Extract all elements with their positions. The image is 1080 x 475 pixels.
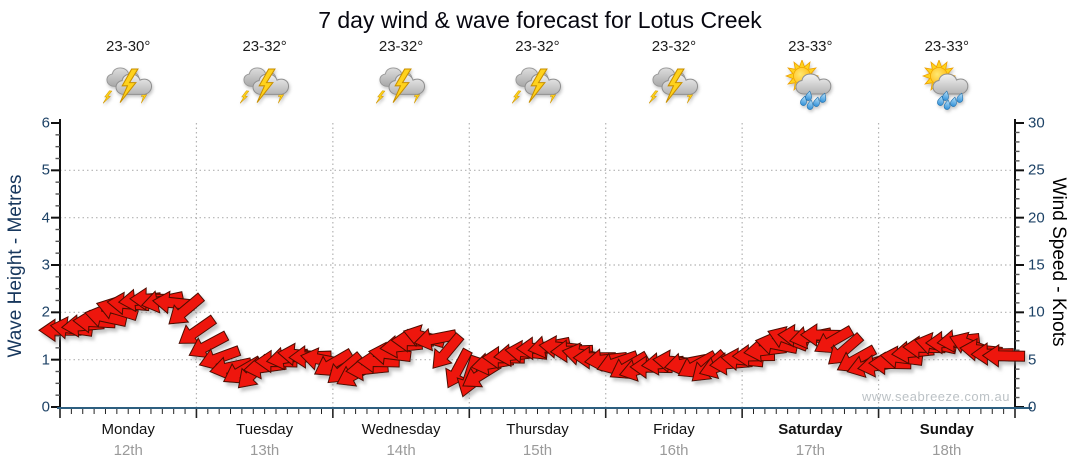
temperature-range-label: 23-32° [378, 38, 424, 55]
x-axis-date-label: 12th [113, 442, 143, 459]
wind-arrow [814, 325, 855, 354]
day-header-monday: 23-30° [60, 38, 196, 115]
x-axis-date-label: 13th [250, 442, 280, 459]
wind-arrow-series [38, 287, 1026, 398]
wind-arrow [413, 327, 458, 352]
sun-showers-icon [785, 58, 832, 110]
x-axis-date-label: 18th [932, 442, 962, 459]
raindrop [949, 96, 957, 107]
storm-icon [239, 67, 289, 104]
wind-arrow [981, 343, 1026, 368]
wind-arrow [445, 347, 473, 389]
left-tick-label: 3 [41, 256, 50, 274]
weather-icon-holder [921, 58, 972, 115]
day-header-wednesday: 23-32° [333, 38, 469, 115]
raindrop [807, 99, 814, 110]
storm-icon [648, 67, 698, 104]
temperature-range-label: 23-33° [788, 38, 833, 55]
chart-title: 7 day wind & wave forecast for Lotus Cre… [318, 7, 762, 33]
x-axis-date-label: 14th [386, 442, 416, 459]
right-tick-label: 25 [1028, 161, 1045, 179]
weather-icon-holder [239, 60, 290, 115]
day-header-thursday: 23-32° [469, 38, 605, 115]
day-headers: 23-30° 23-32° 23-32° 23-32° [0, 0, 1080, 120]
right-tick-label: 10 [1028, 303, 1045, 321]
raindrop [943, 99, 951, 110]
x-axis-day-label: Friday [653, 421, 695, 438]
wind-arrow [188, 330, 230, 359]
raindrop [942, 90, 949, 101]
storm-icon [512, 67, 562, 104]
raindrop [956, 92, 963, 103]
x-axis-day-label: Sunday [919, 421, 974, 438]
day-header-sunday: 23-33° [879, 38, 1015, 115]
weather-icon-holder [102, 60, 153, 115]
x-axis-day-label: Wednesday [361, 421, 441, 438]
rain-cloud [795, 73, 832, 95]
x-axis-date-label: 17th [795, 442, 825, 459]
day-header-saturday: 23-33° [742, 38, 878, 115]
left-tick-label: 0 [41, 398, 50, 416]
day-header-friday: 23-32° [606, 38, 742, 115]
wind-arrow [168, 292, 206, 325]
left-tick-label: 6 [41, 114, 50, 132]
left-tick-label: 2 [41, 303, 50, 321]
right-tick-label: 0 [1028, 398, 1037, 416]
x-axis-date-label: 16th [659, 442, 689, 459]
right-tick-label: 15 [1028, 256, 1045, 274]
x-axis-date-label: 15th [522, 442, 553, 459]
right-tick-label: 5 [1028, 351, 1037, 369]
storm-icon [375, 67, 426, 104]
raindrop [819, 92, 827, 103]
left-tick-label: 5 [41, 161, 50, 179]
weather-icon-holder [648, 60, 699, 115]
x-axis-day-label: Monday [101, 421, 155, 438]
day-header-tuesday: 23-32° [196, 38, 332, 115]
temperature-range-label: 23-33° [924, 38, 969, 55]
x-axis-day-label: Thursday [506, 421, 569, 438]
storm-icon [102, 67, 153, 104]
rain-cloud [932, 73, 969, 95]
wind-arrow [178, 314, 218, 344]
temperature-range-label: 23-32° [242, 38, 287, 55]
wind-arrow [432, 332, 465, 369]
wind-arrow [799, 323, 844, 347]
raindrop [805, 90, 813, 101]
left-tick-label: 4 [41, 209, 50, 227]
weather-icon-holder [785, 58, 835, 115]
weather-icon-holder [375, 60, 426, 115]
temperature-range-label: 23-30° [106, 38, 151, 55]
right-tick-label: 20 [1028, 209, 1045, 227]
x-axis-day-label: Saturday [778, 421, 843, 438]
raindrop [813, 96, 821, 107]
sun-showers-icon [921, 58, 969, 110]
left-tick-label: 1 [41, 351, 50, 369]
weather-icon-holder [512, 60, 562, 115]
right-tick-label: 30 [1028, 114, 1045, 132]
x-axis-day-label: Tuesday [236, 421, 294, 438]
temperature-range-label: 23-32° [515, 38, 560, 55]
watermark: www.seabreeze.com.au [861, 389, 1010, 404]
temperature-range-label: 23-32° [651, 38, 697, 55]
